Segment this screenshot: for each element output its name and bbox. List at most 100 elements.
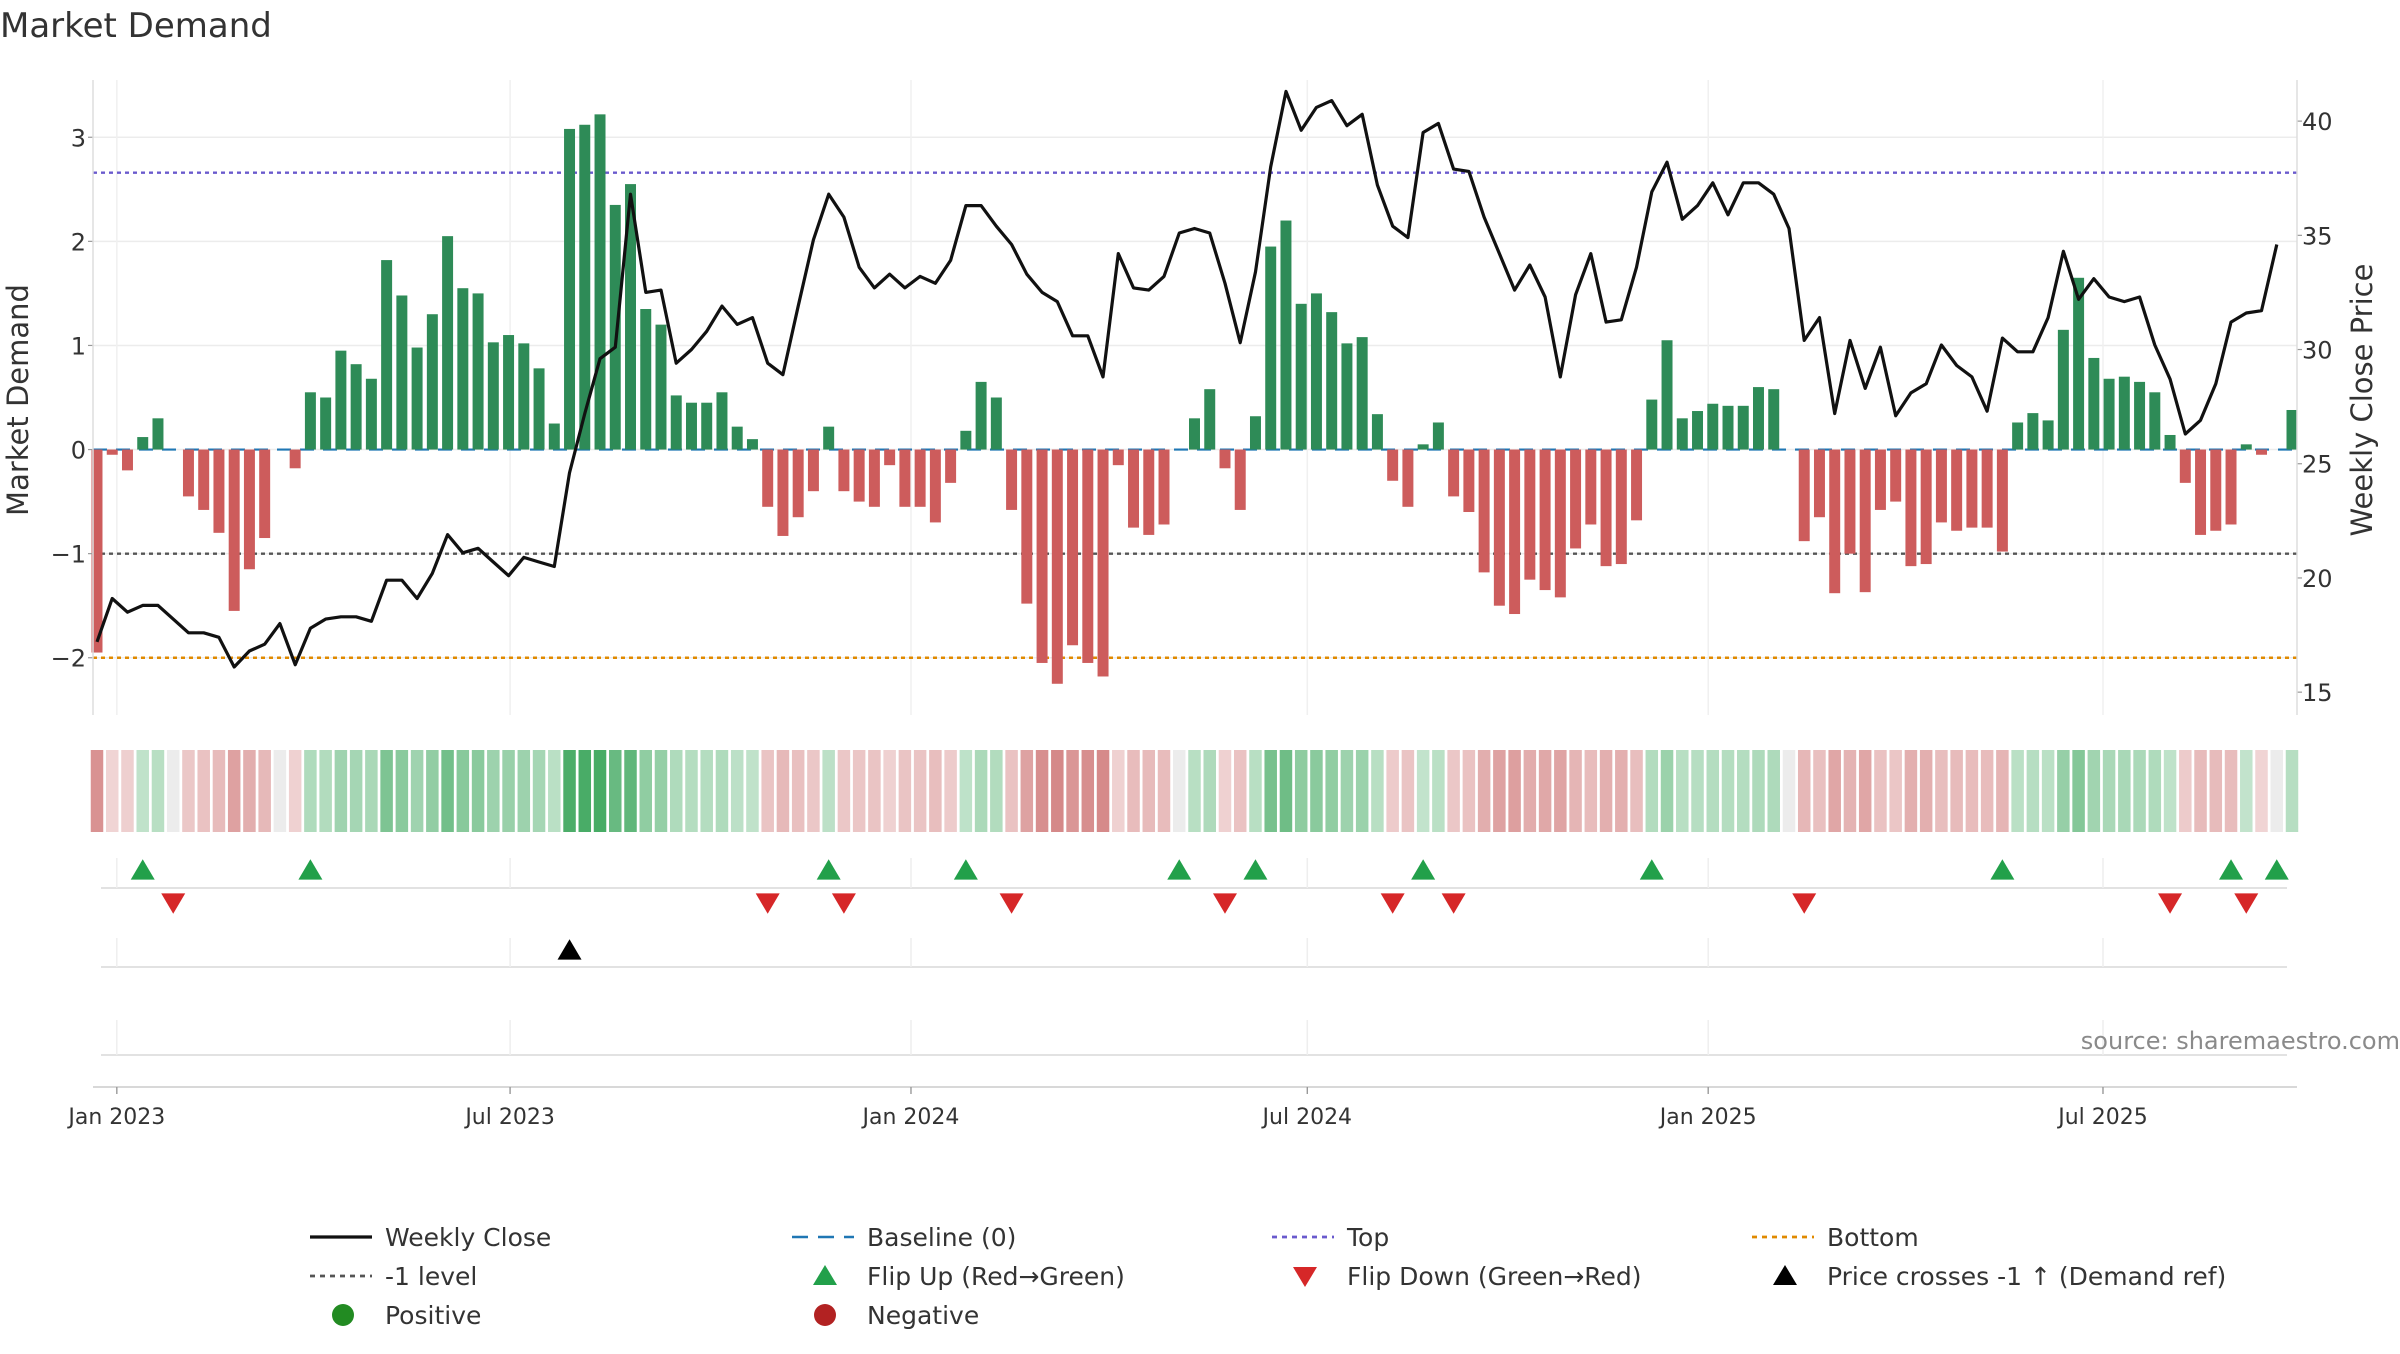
- demand-bar-positive: [1753, 387, 1764, 450]
- heat-cell: [426, 750, 439, 832]
- heat-cell: [1127, 750, 1140, 832]
- flip-down-marker: [1380, 893, 1405, 914]
- y2-tick-label: 25: [2302, 451, 2333, 479]
- heat-cell: [715, 750, 729, 832]
- heat-cell: [1386, 750, 1399, 832]
- y2-tick-label: 15: [2302, 679, 2333, 707]
- weekly-close-line: [95, 89, 2279, 669]
- heat-cell: [1538, 750, 1552, 832]
- y-tick-label: −2: [51, 645, 86, 673]
- heat-cell: [1447, 750, 1460, 832]
- heat-cell: [166, 750, 180, 832]
- demand-bar-negative: [868, 449, 880, 507]
- legend-label: Baseline (0): [867, 1223, 1016, 1252]
- demand-bar-negative: [1615, 449, 1627, 565]
- demand-bar-positive: [533, 368, 545, 450]
- demand-bar-negative: [1890, 449, 1902, 502]
- demand-bar-positive: [2088, 357, 2100, 450]
- demand-bar-positive: [2286, 409, 2298, 450]
- legend-swatch-triangle-up: [813, 1265, 837, 1285]
- y-tick-label: 2: [71, 228, 86, 256]
- demand-bar-negative: [182, 449, 194, 497]
- demand-bar-positive: [411, 347, 423, 450]
- heat-cell: [1676, 750, 1689, 832]
- heat-cell: [883, 750, 896, 832]
- demand-bar-positive: [685, 402, 697, 450]
- heat-cell: [1737, 750, 1750, 832]
- heat-cell: [1157, 750, 1171, 832]
- legend-swatch-triangle-down: [1293, 1267, 1317, 1287]
- demand-bar-negative: [1219, 449, 1231, 469]
- demand-bar-negative: [1463, 449, 1475, 513]
- heat-cell: [365, 750, 378, 832]
- demand-bar-negative: [807, 449, 819, 492]
- heat-cell: [151, 750, 165, 832]
- demand-bar-negative: [1524, 449, 1536, 580]
- heat-cell: [1340, 750, 1354, 832]
- heat-cell: [868, 750, 881, 832]
- demand-bar-negative: [1844, 449, 1856, 554]
- demand-bar-positive: [2240, 444, 2252, 450]
- heat-cell: [852, 750, 866, 832]
- legend-item: Price crosses -1 ↑ (Demand ref): [1773, 1262, 2226, 1291]
- demand-bar-positive: [2073, 277, 2085, 450]
- heat-cell: [1081, 750, 1095, 832]
- heat-cell: [1188, 750, 1201, 832]
- heat-cell: [1066, 750, 1079, 832]
- legend-label: Flip Up (Red→Green): [867, 1262, 1125, 1291]
- demand-bar-negative: [1905, 449, 1917, 567]
- heat-cell: [2255, 750, 2268, 832]
- legend: Weekly Close Baseline (0) Top Bottom -1 leve…: [310, 1223, 2226, 1330]
- y2-tick-label: 30: [2302, 337, 2333, 365]
- demand-bar-positive: [396, 295, 408, 450]
- demand-bar-negative: [777, 449, 789, 536]
- demand-bar-negative: [1935, 449, 1947, 523]
- demand-bar-negative: [1402, 449, 1414, 507]
- heat-cell: [395, 750, 409, 832]
- demand-bar-negative: [1493, 449, 1505, 606]
- heat-cell: [593, 750, 607, 832]
- heat-cell: [2194, 750, 2207, 832]
- heat-cell: [1416, 750, 1430, 832]
- heat-cell: [1294, 750, 1308, 832]
- heat-cell: [212, 750, 226, 832]
- heat-cell: [456, 750, 470, 832]
- heat-cell: [746, 750, 759, 832]
- demand-bar-positive: [1417, 444, 1429, 450]
- demand-bar-positive: [625, 184, 636, 450]
- demand-bar-negative: [1082, 449, 1094, 663]
- flip-down-marker: [831, 893, 856, 914]
- flip-up-marker: [1990, 859, 2015, 880]
- demand-bar-negative: [1128, 449, 1140, 528]
- demand-bars: [91, 114, 2298, 684]
- legend-swatch-dot: [814, 1304, 836, 1326]
- flip-down-marker: [1212, 893, 1237, 914]
- flip-up-marker: [1411, 859, 1436, 880]
- demand-bar-negative: [1143, 449, 1155, 535]
- demand-bar-negative: [1539, 449, 1551, 591]
- heat-cell: [2118, 750, 2131, 832]
- legend-item: Positive: [332, 1301, 481, 1330]
- heat-cell: [1051, 750, 1064, 832]
- demand-bar-positive: [1661, 340, 1673, 450]
- x-tick-label: Jul 2023: [463, 1105, 555, 1130]
- demand-bar-negative: [1097, 449, 1109, 677]
- heat-cell: [548, 750, 561, 832]
- demand-bar-negative: [899, 449, 911, 507]
- heat-cell: [227, 750, 241, 832]
- flip-down-marker: [1441, 893, 1466, 914]
- heat-cell: [1615, 750, 1628, 832]
- heat-cell: [471, 750, 485, 832]
- heat-cell: [2179, 750, 2192, 832]
- heat-cell: [1889, 750, 1902, 832]
- demand-bar-negative: [1036, 449, 1048, 663]
- heat-cell: [1508, 750, 1521, 832]
- demand-bar-positive: [381, 260, 393, 450]
- legend-item: Weekly Close: [310, 1223, 551, 1252]
- source-credit: source: sharemaestro.com: [2081, 1027, 2400, 1055]
- heat-cell: [1569, 750, 1582, 832]
- demand-bar-positive: [670, 395, 682, 450]
- demand-bar-negative: [1981, 449, 1993, 528]
- heat-cell: [1752, 750, 1765, 832]
